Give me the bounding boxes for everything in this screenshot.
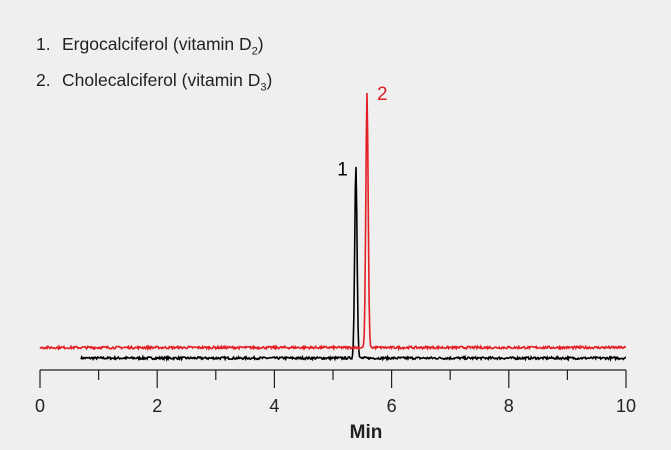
x-tick-label: 10 [616, 396, 636, 416]
trace-1 [80, 166, 626, 362]
legend-entry-1: 1. Ergocalciferol (vitamin D2) [36, 34, 264, 58]
x-tick-label: 2 [152, 396, 162, 416]
legend: 1. Ergocalciferol (vitamin D2) 2. Cholecal… [36, 30, 272, 101]
trace-2 [39, 92, 627, 352]
x-axis-label: Min [350, 422, 383, 443]
x-tick-label: 4 [269, 396, 279, 416]
peak-label-1: 1 [337, 159, 348, 180]
x-tick-label: 8 [504, 396, 514, 416]
x-tick-label: 6 [387, 396, 397, 416]
x-tick-label: 0 [35, 396, 45, 416]
peak-label-2: 2 [377, 84, 388, 105]
legend-entry-2: 2. Cholecalciferol (vitamin D3) [36, 69, 273, 94]
